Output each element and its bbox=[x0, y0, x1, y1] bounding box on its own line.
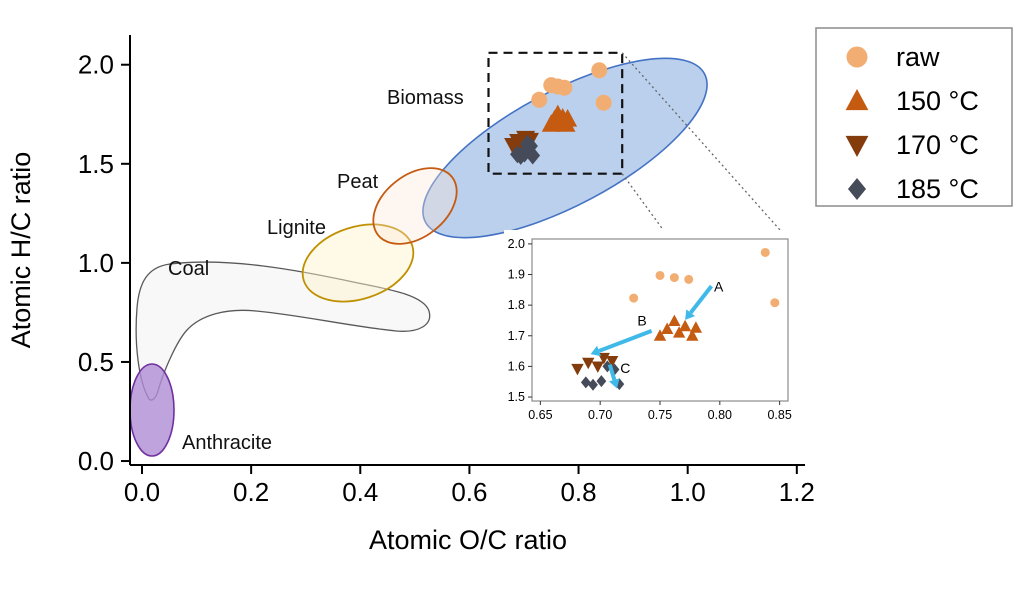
inset-point-150-c bbox=[653, 329, 667, 341]
shift-arrowhead-b bbox=[590, 345, 601, 357]
lignite-region bbox=[301, 223, 415, 303]
zoom-box-layer bbox=[487, 51, 624, 175]
point-raw bbox=[591, 62, 608, 79]
point-raw bbox=[531, 91, 548, 108]
inset-point-185-c bbox=[609, 363, 620, 376]
main-scatter-points bbox=[504, 62, 612, 165]
axes-layer: 0.0 0.2 0.4 0.6 0.8 1.0 1.2 0.0 0.5 1.0 1.5 2.0 At… bbox=[6, 35, 815, 555]
inset-x-tick-label: 0.85 bbox=[767, 408, 791, 422]
inset-point-raw bbox=[629, 293, 639, 303]
inset-y-tick-label: 1.5 bbox=[508, 390, 525, 404]
inset-x-tick-label: 0.65 bbox=[528, 408, 552, 422]
shift-arrow-b bbox=[598, 329, 653, 353]
legend-label-150-c: 150 °C bbox=[896, 86, 979, 116]
inset-point-150-c bbox=[668, 314, 681, 327]
coal-region bbox=[135, 261, 431, 401]
zoom-region-box bbox=[487, 51, 624, 175]
anthracite-region-label: Anthracite bbox=[182, 432, 272, 454]
legend-marker-150-c bbox=[845, 89, 869, 111]
y-tick-label: 1.5 bbox=[78, 149, 114, 179]
x-tick-label: 0.2 bbox=[233, 477, 269, 507]
legend: raw 150 °C 170 °C 185 °C bbox=[815, 27, 1013, 207]
inset-y-tick-label: 1.9 bbox=[508, 268, 525, 282]
x-axis-title: Atomic O/C ratio bbox=[369, 525, 567, 555]
inset-point-150-c bbox=[689, 321, 703, 333]
inset-point-185-c bbox=[596, 375, 607, 388]
inset-y-tick-label: 1.7 bbox=[508, 329, 525, 343]
inset-plot-frame bbox=[531, 238, 789, 402]
inset-x-tick-label: 0.70 bbox=[588, 408, 612, 422]
inset-point-150-c bbox=[672, 326, 686, 338]
legend-label-185-c: 185 °C bbox=[896, 174, 979, 204]
x-tick-label: 0.8 bbox=[560, 477, 596, 507]
inset-point-raw bbox=[669, 273, 679, 283]
annotation-label-c: C bbox=[620, 360, 630, 376]
peat-region bbox=[372, 167, 458, 245]
inset-point-raw bbox=[770, 298, 780, 308]
x-tick-label: 0.0 bbox=[124, 477, 160, 507]
shift-arrowhead-c bbox=[609, 378, 620, 389]
inset-point-170-c bbox=[605, 355, 619, 368]
y-tick-label: 0.0 bbox=[78, 446, 114, 476]
inset-point-185-c bbox=[588, 378, 598, 391]
lignite-region-label: Lignite bbox=[267, 217, 326, 239]
inset-point-raw bbox=[684, 274, 694, 284]
legend-label-raw: raw bbox=[896, 42, 940, 72]
x-tick-label: 1.0 bbox=[670, 477, 706, 507]
x-axis-ticks: 0.0 0.2 0.4 0.6 0.8 1.0 1.2 bbox=[124, 465, 815, 507]
inset-plot: 0.65 0.70 0.75 0.80 0.85 1.5 1.6 1.7 1.8 1.9 2.0 A B… bbox=[504, 230, 798, 436]
annotation-label-b: B bbox=[637, 313, 646, 329]
inset-point-raw bbox=[760, 247, 770, 257]
legend-label-170-c: 170 °C bbox=[896, 130, 979, 160]
shift-arrowhead-a bbox=[685, 309, 695, 320]
annotation-label-a: A bbox=[714, 278, 724, 294]
anthracite-region bbox=[129, 363, 175, 457]
x-tick-label: 0.4 bbox=[342, 477, 378, 507]
legend-marker-raw bbox=[846, 46, 868, 68]
y-tick-label: 1.0 bbox=[78, 248, 114, 278]
biomass-region-label: Biomass bbox=[387, 87, 464, 109]
x-tick-label: 1.2 bbox=[779, 477, 815, 507]
y-tick-label: 0.5 bbox=[78, 347, 114, 377]
inset-point-150-c bbox=[661, 322, 674, 334]
inset-point-170-c bbox=[582, 357, 595, 370]
shift-arrow-c bbox=[607, 363, 617, 381]
inset-x-tick-label: 0.80 bbox=[708, 408, 732, 422]
inset-point-170-c bbox=[571, 363, 584, 376]
y-tick-label: 2.0 bbox=[78, 50, 114, 80]
inset-point-185-c bbox=[580, 376, 591, 389]
point-150-c bbox=[558, 109, 578, 127]
x-tick-label: 0.6 bbox=[451, 477, 487, 507]
shift-arrow-a bbox=[689, 284, 714, 314]
inset-point-150-c bbox=[686, 329, 699, 341]
inset-point-170-c bbox=[591, 361, 604, 373]
point-raw bbox=[595, 94, 612, 111]
inset-x-tick-label: 0.75 bbox=[648, 408, 672, 422]
inset-point-raw bbox=[655, 270, 665, 280]
peat-region-label: Peat bbox=[337, 171, 379, 193]
legend-marker-185-c bbox=[847, 178, 867, 200]
inset-point-150-c bbox=[678, 319, 692, 332]
legend-items: raw 150 °C 170 °C 185 °C bbox=[845, 42, 979, 204]
point-raw bbox=[556, 79, 573, 96]
legend-marker-170-c bbox=[845, 135, 869, 157]
y-axis-title: Atomic H/C ratio bbox=[6, 152, 36, 349]
inset-y-tick-label: 1.6 bbox=[508, 359, 525, 373]
inset-connector-top bbox=[621, 52, 789, 240]
y-axis-ticks: 0.0 0.5 1.0 1.5 2.0 bbox=[78, 50, 130, 476]
coal-region-label: Coal bbox=[168, 258, 209, 280]
point-185-c bbox=[525, 146, 541, 165]
inset-y-tick-label: 2.0 bbox=[508, 237, 525, 251]
regions-layer: Coal Anthracite Lignite Peat Biomass bbox=[129, 57, 708, 457]
inset-y-tick-label: 1.8 bbox=[508, 298, 525, 312]
